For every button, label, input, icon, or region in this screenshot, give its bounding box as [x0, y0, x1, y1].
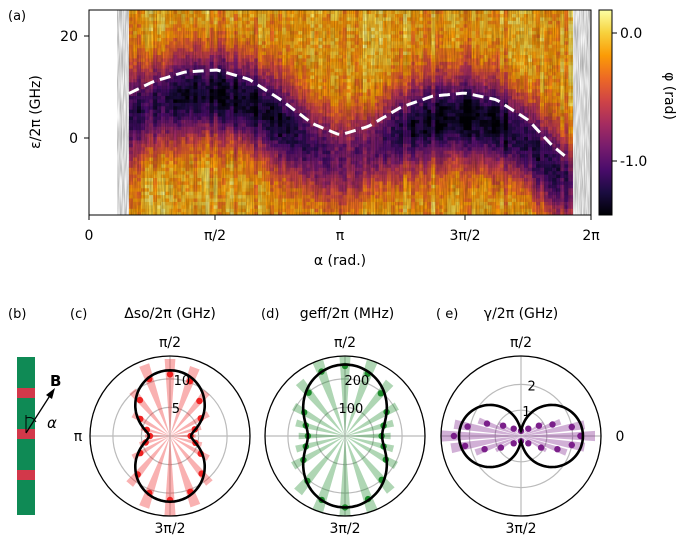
panel-label-a: (a): [8, 9, 26, 24]
